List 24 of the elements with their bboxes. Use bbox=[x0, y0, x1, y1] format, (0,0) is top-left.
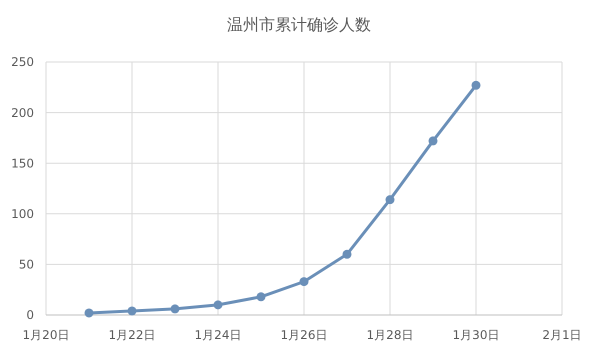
point bbox=[300, 277, 308, 286]
x-tick-label: 1月24日 bbox=[194, 328, 242, 342]
x-tick-label: 1月22日 bbox=[108, 328, 156, 342]
point bbox=[128, 306, 136, 316]
point bbox=[84, 308, 94, 318]
y-tick-label: 250 bbox=[11, 55, 34, 70]
y-tick-label: 50 bbox=[18, 258, 34, 272]
point bbox=[256, 292, 266, 302]
x-tick-label: 1月30日 bbox=[452, 328, 500, 342]
y-tick-label: 0 bbox=[26, 308, 34, 322]
point bbox=[472, 80, 480, 90]
x-tick-label: 1月26日 bbox=[280, 328, 328, 342]
y-tick-label: 200 bbox=[11, 106, 34, 120]
point bbox=[214, 300, 222, 310]
point bbox=[428, 136, 438, 146]
x-tick-label: 2月1日 bbox=[542, 328, 582, 342]
chart-title: 温州市累计确诊人数 bbox=[227, 15, 371, 34]
x-tick-label: 1月28日 bbox=[366, 328, 414, 342]
y-tick-label: 150 bbox=[11, 156, 34, 170]
y-tick-label: 100 bbox=[11, 207, 34, 221]
point bbox=[342, 250, 352, 259]
x-tick-label: 1月20日 bbox=[22, 328, 70, 342]
point bbox=[170, 304, 180, 314]
point bbox=[386, 195, 394, 204]
